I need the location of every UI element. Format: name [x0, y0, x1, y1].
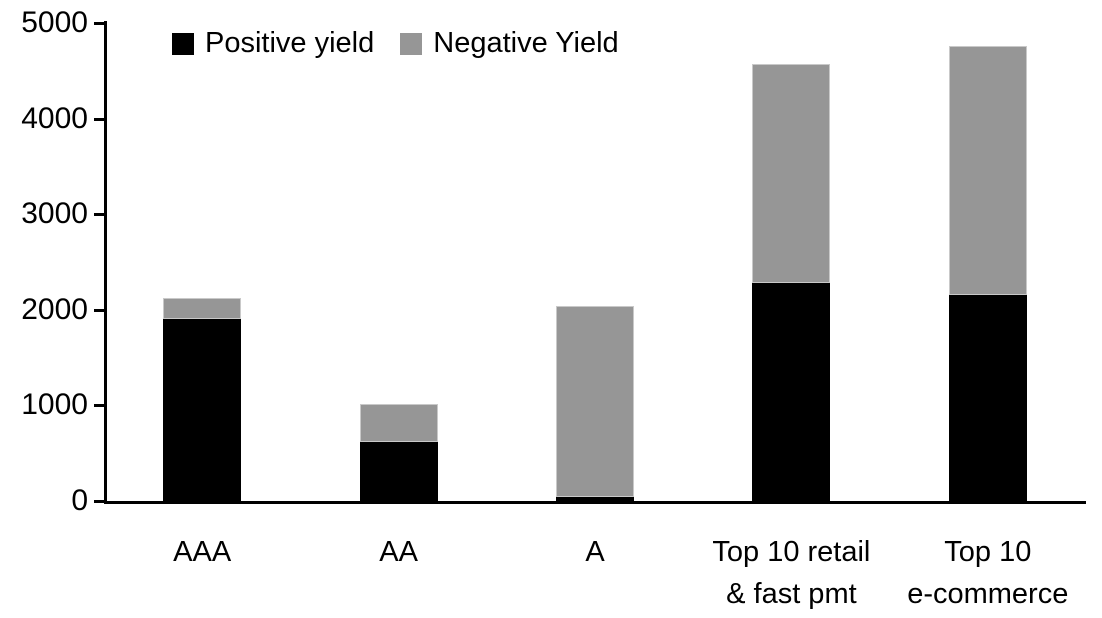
- legend-item: Negative Yield: [400, 27, 619, 59]
- y-axis-tick-mark: [94, 500, 107, 503]
- bar-segment: [556, 305, 634, 498]
- bar-segment: [752, 64, 831, 284]
- legend-label: Positive yield: [205, 27, 375, 59]
- x-axis-category-label: AA: [379, 536, 418, 568]
- bar-segment: [359, 404, 438, 442]
- y-axis-tick-label: 3000: [21, 197, 88, 231]
- y-axis-tick-label: 5000: [21, 6, 88, 39]
- bar-segment: [163, 298, 242, 320]
- x-axis-category-label: Top 10 e-commerce: [907, 536, 1069, 610]
- x-axis-category-label: A: [585, 536, 605, 568]
- y-axis-tick-label: 2000: [21, 292, 88, 326]
- y-axis-tick-label: 1000: [21, 388, 88, 422]
- y-axis-tick-label: 0: [71, 484, 88, 517]
- bar-segment: [948, 295, 1027, 501]
- y-axis-tick-label: 4000: [21, 101, 88, 135]
- legend-item: Positive yield: [172, 29, 374, 58]
- legend: Positive yield Negative Yield: [172, 29, 619, 58]
- bar-segment: [556, 497, 634, 501]
- y-axis-line: [104, 21, 107, 504]
- y-axis-tick-mark: [94, 404, 107, 408]
- y-axis-tick-mark: [94, 22, 107, 25]
- x-axis-line: [104, 501, 1086, 504]
- y-axis-tick-mark: [94, 117, 107, 121]
- legend-label: Negative Yield: [433, 27, 619, 59]
- bar-segment: [163, 319, 242, 501]
- bar-segment: [752, 283, 831, 501]
- x-axis-category-label: Top 10 retail & fast pmt: [712, 536, 871, 610]
- y-axis-tick-mark: [94, 308, 107, 312]
- bar-segment: [359, 441, 438, 501]
- bar-segment: [948, 45, 1027, 296]
- x-axis-category-label: AAA: [173, 536, 232, 568]
- legend-swatch-icon: [172, 32, 194, 55]
- y-axis-tick-mark: [94, 213, 107, 217]
- legend-swatch-icon: [400, 32, 423, 55]
